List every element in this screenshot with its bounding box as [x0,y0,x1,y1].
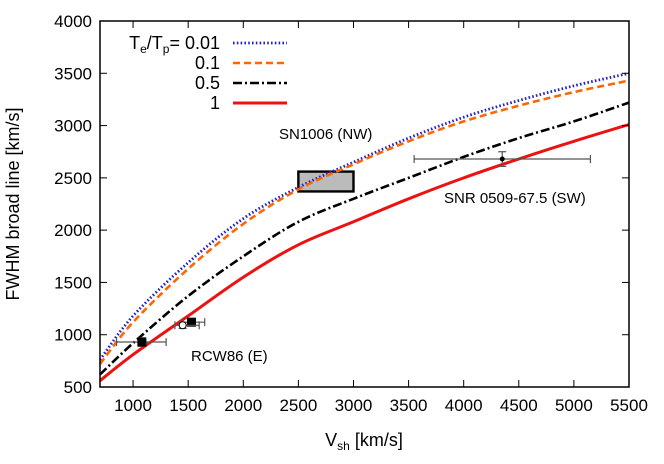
plot-frame [99,20,630,388]
sn1006-label: SN1006 (NW) [279,126,372,143]
series-line-3 [99,123,630,382]
legend-label-2: 0.5 [195,73,220,93]
x-tick-label: 3500 [390,396,428,415]
rcw86-label: RCW86 (E) [191,348,268,365]
x-tick-label: 5500 [610,396,648,415]
data-point-open-circle [178,321,187,330]
x-tick-label: 2000 [224,396,262,415]
legend: Te/Tp= 0.010.10.51 [129,33,287,113]
y-axis-title: FWHM broad line [km/s] [3,107,23,300]
y-tick-label: 3500 [54,64,92,83]
x-tick-label: 2500 [279,396,317,415]
series-line-2 [99,101,630,376]
y-tick-label: 1500 [54,273,92,292]
y-tick-label: 500 [64,378,92,397]
y-tick-label: 3000 [54,117,92,136]
x-tick-label: 3000 [335,396,373,415]
x-axis-title: Vsh [km/s] [325,430,403,453]
legend-label-3: 1 [210,93,220,113]
x-tick-label: 4500 [500,396,538,415]
axis-ticks: 1000 1500 2000 2500 3000 3500 4000 4500 5000 5500… [54,12,648,415]
x-tick-label: 4000 [445,396,483,415]
x-tick-label: 1000 [114,396,152,415]
data-marks [98,71,630,382]
y-tick-label: 4000 [54,12,92,31]
snr0509-label: SNR 0509-67.5 (SW) [444,190,586,207]
data-point-square [186,317,196,327]
legend-label-0: Te/Tp= 0.01 [129,33,220,56]
series-line-0 [98,71,630,361]
legend-label-1: 0.1 [195,53,220,73]
sn1006-region [297,170,355,193]
x-tick-label: 1500 [169,396,207,415]
data-point-square [137,337,147,347]
y-tick-label: 1000 [54,326,92,345]
x-tick-label: 5000 [555,396,593,415]
data-point [499,156,505,162]
series-line-1 [98,79,630,365]
y-tick-label: 2500 [54,169,92,188]
y-tick-label: 2000 [54,221,92,240]
